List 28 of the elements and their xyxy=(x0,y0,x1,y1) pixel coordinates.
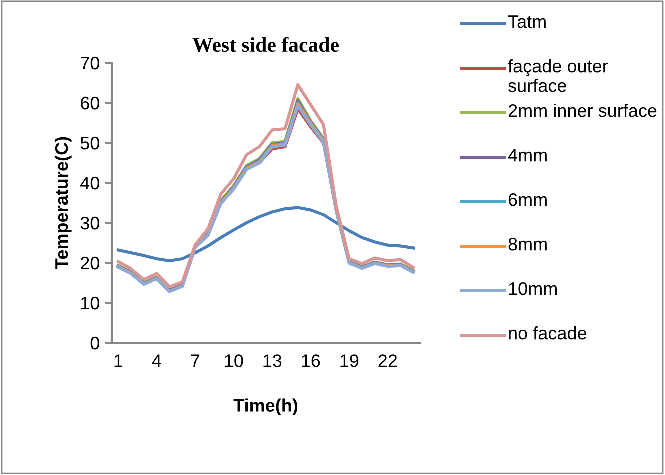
y-tick-label: 50 xyxy=(80,136,100,150)
legend-label: 2mm inner surface xyxy=(508,104,657,118)
line-series xyxy=(116,206,416,263)
x-tick-label: 7 xyxy=(191,354,200,368)
x-tick-label: 16 xyxy=(302,354,320,368)
y-tick-label: 0 xyxy=(90,336,100,350)
x-tick-label: 4 xyxy=(152,354,162,368)
x-tick-label: 1 xyxy=(114,354,123,368)
legend-label: no facade xyxy=(509,326,587,340)
y-tick-label: 70 xyxy=(81,56,100,70)
y-tick-label: 20 xyxy=(81,256,100,270)
y-tick-label: 60 xyxy=(81,96,100,110)
y-tick-label: 40 xyxy=(80,176,100,190)
y-tick-label: 10 xyxy=(81,296,100,310)
y-axis-title: Temperature(C) xyxy=(54,137,72,270)
x-tick-label: 13 xyxy=(264,354,282,368)
x-tick-label: 22 xyxy=(378,354,398,368)
legend-label: 8mm xyxy=(508,238,547,251)
legend-label: 10mm xyxy=(509,282,557,296)
x-axis-title: Time(h) xyxy=(234,398,298,416)
chart-title: West side facade xyxy=(192,37,339,52)
x-tick-label: 10 xyxy=(225,354,244,368)
legend-label: 4mm xyxy=(508,149,547,162)
y-tick-label: 30 xyxy=(80,216,100,230)
x-tick-label: 19 xyxy=(340,354,359,368)
legend-label: 6mm xyxy=(508,193,547,206)
legend-label: façade outer surface xyxy=(508,60,608,92)
legend-label: Tatm xyxy=(508,16,546,28)
